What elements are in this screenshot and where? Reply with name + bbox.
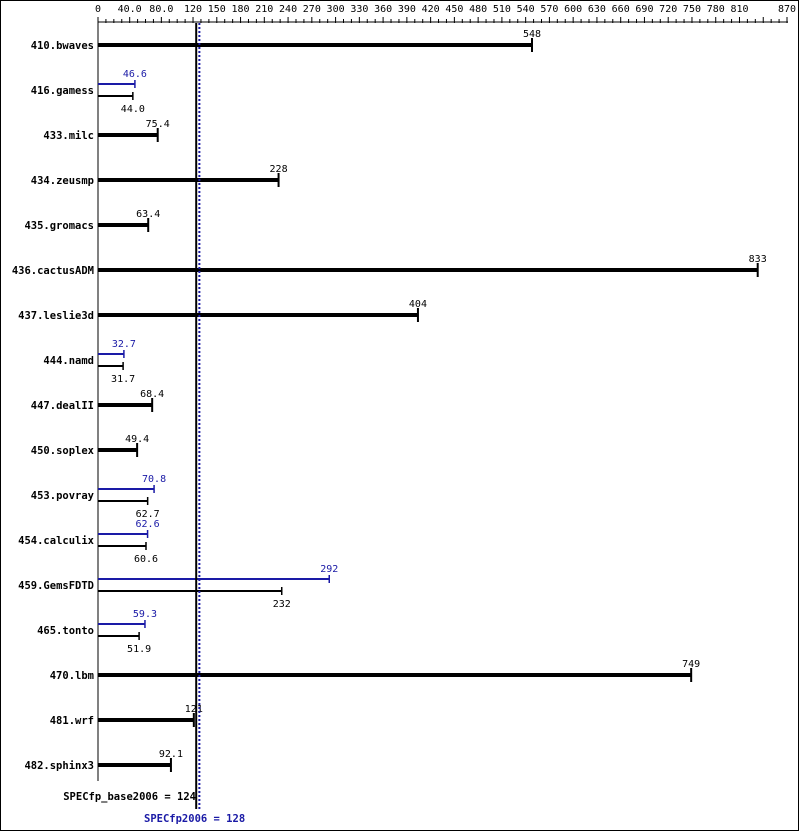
category-label: 435.gromacs	[24, 220, 94, 232]
base-value-label: 548	[523, 29, 541, 40]
base-value-label: 44.0	[121, 104, 145, 115]
base-value-label: 31.7	[111, 374, 135, 385]
x-tick-label: 330	[350, 4, 368, 15]
category-label: 454.calculix	[18, 535, 95, 547]
category-label: 436.cactusADM	[12, 265, 94, 277]
base-value-label: 51.9	[127, 644, 151, 655]
peak-reference-label: SPECfp2006 = 128	[144, 813, 245, 825]
category-label: 444.namd	[43, 355, 94, 367]
category-label: 433.milc	[43, 130, 94, 142]
base-value-label: 63.4	[136, 209, 160, 220]
x-tick-label: 510	[493, 4, 511, 15]
base-value-label: 68.4	[140, 389, 164, 400]
category-label: 416.gamess	[31, 85, 94, 97]
category-label: 437.leslie3d	[18, 310, 94, 322]
base-value-label: 75.4	[146, 119, 170, 130]
x-tick-label: 0	[95, 4, 101, 15]
peak-value-label: 62.6	[136, 519, 160, 530]
peak-value-label: 70.8	[142, 474, 166, 485]
category-label: 470.lbm	[50, 670, 94, 682]
x-tick-label: 480	[469, 4, 487, 15]
base-value-label: 232	[273, 599, 291, 610]
base-reference-label: SPECfp_base2006 = 124	[63, 791, 196, 803]
x-tick-label: 150	[208, 4, 226, 15]
category-label: 481.wrf	[50, 715, 94, 727]
base-value-label: 833	[749, 254, 767, 265]
x-tick-label: 690	[635, 4, 653, 15]
category-label: 453.povray	[31, 490, 95, 502]
base-value-label: 749	[682, 659, 700, 670]
category-label: 410.bwaves	[31, 40, 94, 52]
x-tick-label: 540	[517, 4, 535, 15]
x-tick-label: 750	[683, 4, 701, 15]
x-tick-label: 810	[730, 4, 748, 15]
category-label: 434.zeusmp	[31, 175, 94, 187]
x-tick-label: 360	[374, 4, 392, 15]
base-value-label: 49.4	[125, 434, 149, 445]
category-label: 465.tonto	[37, 625, 94, 637]
x-tick-label: 180	[232, 4, 250, 15]
x-tick-label: 450	[445, 4, 463, 15]
base-value-label: 60.6	[134, 554, 158, 565]
x-tick-label: 570	[540, 4, 558, 15]
base-value-label: 121	[185, 704, 203, 715]
x-tick-label: 270	[303, 4, 321, 15]
peak-value-label: 59.3	[133, 609, 157, 620]
category-label: 447.dealII	[31, 400, 94, 412]
x-tick-label: 210	[255, 4, 273, 15]
x-tick-label: 40.0	[118, 4, 142, 15]
base-value-label: 404	[409, 299, 427, 310]
x-tick-label: 240	[279, 4, 297, 15]
x-tick-label: 780	[707, 4, 725, 15]
x-tick-label: 630	[588, 4, 606, 15]
x-tick-label: 120	[184, 4, 202, 15]
x-tick-label: 80.0	[149, 4, 173, 15]
x-tick-label: 600	[564, 4, 582, 15]
x-tick-label: 720	[659, 4, 677, 15]
base-value-label: 62.7	[136, 509, 160, 520]
peak-value-label: 32.7	[112, 339, 136, 350]
x-tick-label: 420	[422, 4, 440, 15]
peak-value-label: 292	[320, 564, 338, 575]
base-value-label: 92.1	[159, 749, 183, 760]
x-tick-label: 870	[778, 4, 796, 15]
x-tick-label: 300	[327, 4, 345, 15]
base-value-label: 228	[270, 164, 288, 175]
x-tick-label: 390	[398, 4, 416, 15]
category-label: 459.GemsFDTD	[18, 580, 94, 592]
x-tick-label: 660	[612, 4, 630, 15]
peak-value-label: 46.6	[123, 69, 147, 80]
category-label: 450.soplex	[31, 445, 95, 457]
category-label: 482.sphinx3	[24, 760, 94, 772]
